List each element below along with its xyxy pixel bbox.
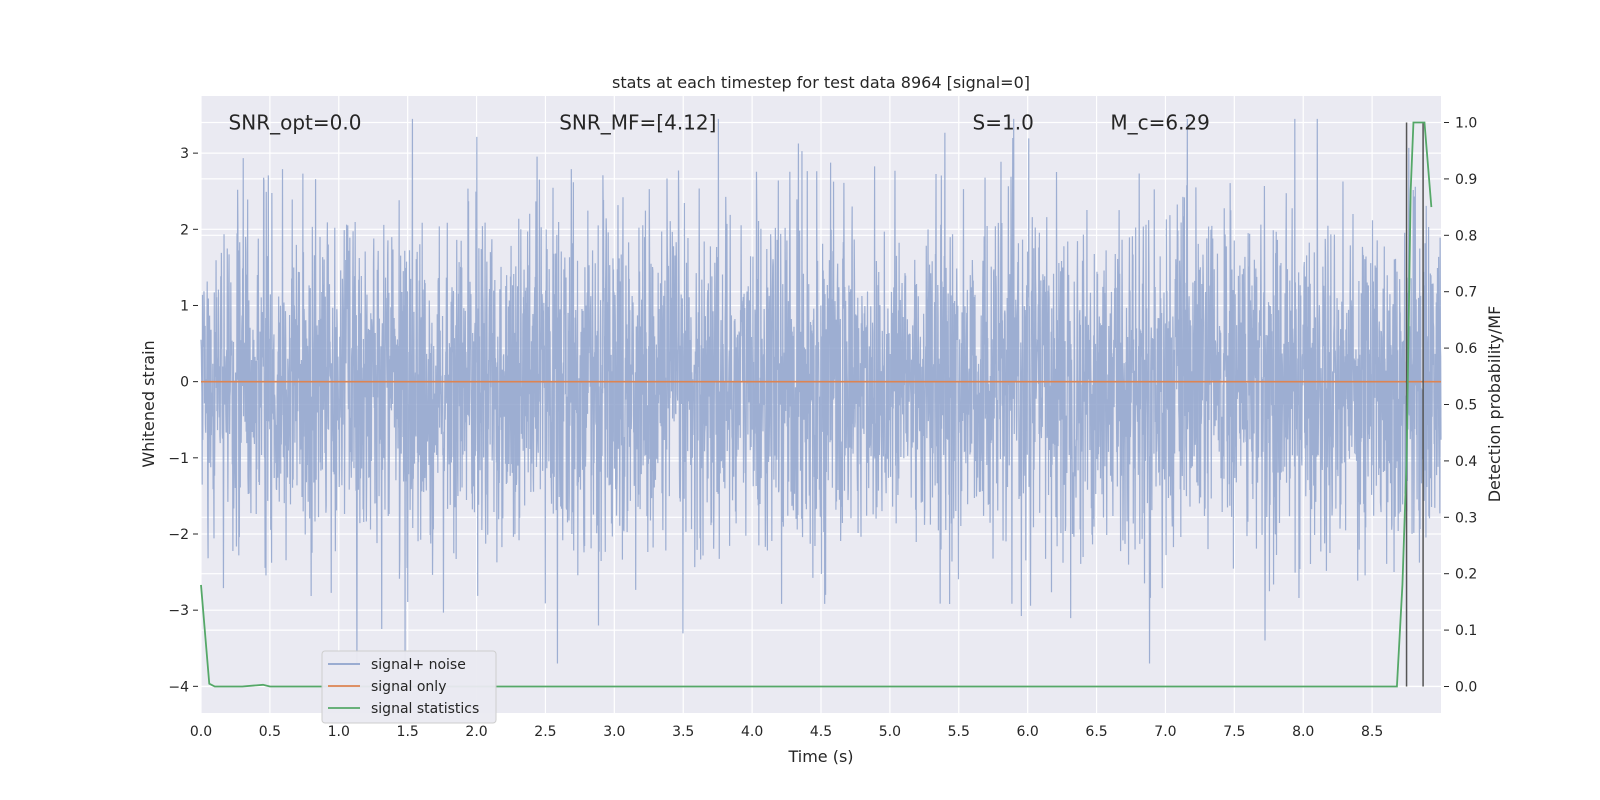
annotation-1: SNR_MF=[4.12] [559,111,716,135]
legend-box [321,650,497,724]
y2-tick-label: 0.4 [1455,454,1477,470]
y-tick-label: −1 [168,451,189,467]
y2-tick-label: 0.0 [1455,679,1477,695]
x-tick-label: 6.5 [1085,724,1107,740]
x-tick-label: 4.0 [741,724,763,740]
y2-tick-label: 0.7 [1455,285,1477,301]
y2-tick-label: 0.5 [1455,398,1477,414]
y-tick-label: 2 [180,222,189,238]
y2-tick-label: 0.3 [1455,510,1477,526]
series-signal-noise [200,118,1442,664]
y-tick-labels: 3 2 1 0 −1 −2 −3 −4 [168,146,198,695]
x-tick-label: 6.0 [1017,724,1039,740]
x-tick-label: 7.5 [1223,724,1245,740]
x-tick-label: 2.5 [534,724,556,740]
y2-tick-label: 1.0 [1455,116,1477,132]
legend-label-signal-noise: signal+ noise [371,657,466,673]
x-tick-label: 1.0 [328,724,350,740]
x-tick-label: 1.5 [397,724,419,740]
legend: signal+ noise signal only signal statist… [321,650,497,724]
y2-tick-labels: 1.0 0.9 0.8 0.7 0.6 0.5 0.4 0.3 0.2 0.1 0.0 [1444,116,1477,695]
series-signal-statistics [200,121,1433,688]
legend-label-signal-only: signal only [371,679,446,695]
y-tick-label: 0 [180,375,189,391]
chart-title: stats at each timestep for test data 896… [612,73,1030,92]
y2-tick-label: 0.6 [1455,341,1477,357]
y-tick-label: 1 [180,298,189,314]
x-tick-label: 4.5 [810,724,832,740]
legend-label-signal-statistics: signal statistics [371,701,479,717]
x-tick-label: 0.0 [190,724,212,740]
annotations: SNR_opt=0.0 SNR_MF=[4.12] S=1.0 M_c=6.29 [229,111,1210,135]
y2-tick-label: 0.2 [1455,567,1477,583]
x-tick-label: 5.0 [879,724,901,740]
y2-tick-label: 0.9 [1455,172,1477,188]
x-tick-label: 2.0 [465,724,487,740]
y-tick-label: −2 [168,527,189,543]
y2-axis-title: Detection probability/MF [1485,306,1504,503]
x-tick-label: 3.0 [603,724,625,740]
annotation-2: S=1.0 [973,111,1034,135]
x-tick-label: 8.0 [1292,724,1314,740]
x-tick-label: 8.5 [1361,724,1383,740]
y2-tick-label: 0.8 [1455,228,1477,244]
x-tick-label: 5.5 [948,724,970,740]
y-tick-label: −4 [168,679,189,695]
y2-tick-label: 0.1 [1455,623,1477,639]
signal-noise-line [200,118,1442,664]
x-tick-label: 0.5 [259,724,281,740]
y-axis-title: Whitened strain [139,340,158,467]
x-axis-title: Time (s) [787,747,853,766]
signal-statistics-line [200,121,1433,688]
x-tick-labels: 0.0 0.5 1.0 1.5 2.0 2.5 3.0 3.5 4.0 4.5 5.0 5.5 6.0 6… [190,724,1383,740]
y-tick-label: −3 [168,603,189,619]
x-tick-label: 3.5 [672,724,694,740]
y-tick-label: 3 [180,146,189,162]
x-tick-label: 7.0 [1154,724,1176,740]
annotation-0: SNR_opt=0.0 [229,111,362,135]
annotation-3: M_c=6.29 [1110,111,1210,135]
